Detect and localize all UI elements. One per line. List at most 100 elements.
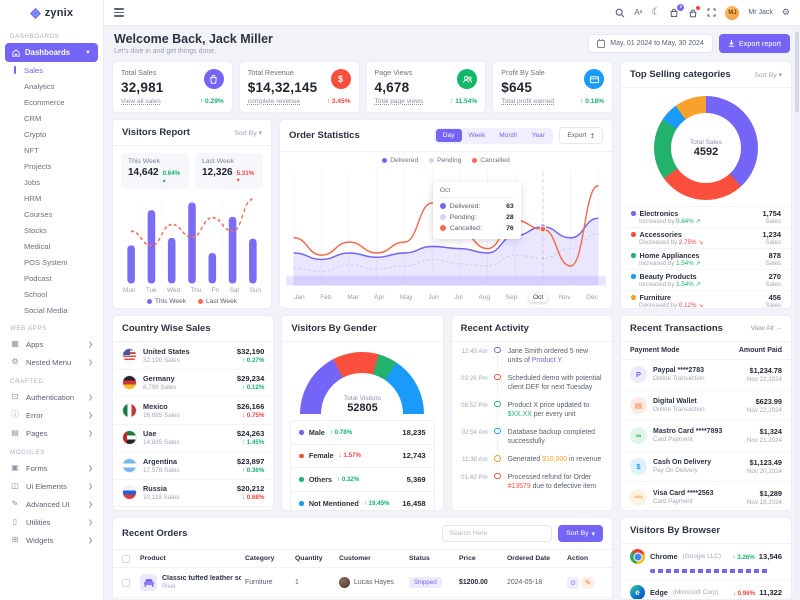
country-row[interactable]: Mexico 16,885 Sales $26,166 ↓ 0.75% [113, 397, 274, 425]
sidebar-item-podcast[interactable]: Podcast [24, 273, 52, 283]
line-chart-legend: Delivered Pending Cancelled [280, 152, 612, 164]
select-all-checkbox[interactable] [122, 554, 130, 563]
chevron-right-icon: ❯ [87, 483, 93, 490]
gear-icon[interactable]: ⚙ [781, 7, 790, 17]
tab-month[interactable]: Month [499, 132, 518, 139]
sidebar-item-ecommerce[interactable]: Ecommerce [24, 97, 65, 107]
card-icon [584, 69, 604, 89]
avatar[interactable]: MJ [725, 5, 740, 20]
sidebar-item-advanced-ui[interactable]: ✎ Advanced UI ❯ [11, 499, 93, 509]
category-dot [631, 274, 636, 279]
country-row[interactable]: United States 32,190 Sales $32,190 ↑ 0.2… [113, 342, 274, 370]
category-row[interactable]: Electronics Increased by 0.64% ↗ 1,754 S… [621, 206, 791, 227]
legend-item: This Week [146, 298, 186, 305]
sort-by-dropdown[interactable]: Sort By ▾ [234, 129, 262, 137]
search-input[interactable] [442, 525, 553, 542]
sidebar-item-projects[interactable]: Projects [24, 161, 52, 171]
transaction-row[interactable]: ∞ Mastro Card ****7893 Card Payment $1,3… [621, 421, 791, 452]
country-flag-icon [122, 375, 137, 391]
search-icon[interactable] [615, 8, 625, 18]
sidebar-item-jobs[interactable]: Jobs [24, 177, 41, 187]
util-icon: ▯ [12, 517, 18, 526]
transaction-row[interactable]: P Paypal ****2783 Online Transaction $1,… [621, 360, 791, 391]
top-selling-panel: Top Selling categories Sort By ▾ Total S… [620, 61, 792, 309]
date-range-picker[interactable]: May, 01 2024 to May, 30 2024 [588, 34, 713, 53]
sidebar-item-apps[interactable]: ▦ Apps ❯ [11, 339, 93, 349]
category-row[interactable]: Beauty Products Increased by 1.54% ↗ 270… [621, 269, 791, 290]
scrollbar-thumb[interactable] [795, 32, 799, 112]
sidebar-item-analytics[interactable]: Analytics [24, 81, 55, 91]
sidebar-item-authentication[interactable]: ⊡ Authentication ❯ [11, 392, 93, 402]
sidebar-item-widgets[interactable]: ⊞ Widgets ❯ [11, 535, 93, 545]
sidebar-item-social-media[interactable]: Social Media [24, 305, 68, 315]
sidebar-item-error[interactable]: ⓘ Error ❯ [11, 410, 93, 420]
export-button[interactable]: Export ↥ [559, 127, 603, 144]
legend-item: Delivered [382, 157, 418, 164]
sidebar-item-medical[interactable]: Medical [24, 241, 51, 251]
sidebar-item-utilities[interactable]: ▯ Utilities ❯ [5, 513, 98, 531]
transaction-row[interactable]: $ Cash On Delivery Pay On Delivery $1,12… [621, 452, 791, 482]
tab-week[interactable]: Week [468, 132, 486, 139]
sidebar-item-hrm[interactable]: HRM [24, 193, 42, 203]
notifications-icon[interactable] [688, 5, 701, 18]
x-tick: Thu [190, 287, 202, 294]
fullscreen-icon[interactable] [707, 8, 716, 17]
sidebar-item-forms[interactable]: ▣ Forms ❯ [11, 463, 93, 473]
kpi-link[interactable]: Total profit earned [501, 98, 555, 105]
sidebar-item-stocks[interactable]: Stocks [24, 225, 47, 235]
sidebar-item-dashboards[interactable]: Dashboards ▼ [5, 43, 98, 62]
sidebar-item-crm[interactable]: CRM [24, 113, 42, 123]
sidebar-item-ui-elements[interactable]: ◫ Ui Elements ❯ [11, 481, 93, 491]
transaction-row[interactable]: ▤ Digital Wallet Online Transaction $623… [621, 391, 791, 421]
section-label-dashboards: DASHBOARDS [10, 33, 60, 40]
chevron-down-icon: ▼ [85, 49, 91, 56]
sidebar-item-school[interactable]: School [24, 289, 48, 299]
transaction-row[interactable]: VISA Visa Card ****2563 Card Payment $1,… [621, 482, 791, 510]
sidebar-item-pos-system[interactable]: POS System [24, 257, 68, 267]
grid-icon: ▦ [11, 339, 19, 348]
kpi-link[interactable]: complete revenue [247, 98, 301, 105]
country-row[interactable]: Uae 14,885 Sales $24,263 ↑ 1.45% [113, 425, 274, 452]
cart-icon[interactable]: 5 [669, 3, 685, 18]
users-icon [457, 69, 478, 89]
orders-table-header: Product Category Quantity Customer Status P… [113, 550, 612, 568]
sort-by-button[interactable]: Sort By ▾ [558, 525, 603, 542]
country-row[interactable]: Germany 8,798 Sales $29,234 ↑ 0.12% [113, 370, 274, 397]
edit-order-button[interactable]: ✎ [582, 576, 594, 589]
ui-icon: ◫ [11, 481, 19, 490]
export-report-button[interactable]: Export report [718, 34, 790, 53]
sort-by-dropdown[interactable]: Sort By ▾ [754, 71, 782, 79]
sidebar-item-sales[interactable]: Sales [7, 62, 96, 78]
sidebar-item-pages[interactable]: ▤ Pages ❯ [11, 428, 93, 438]
widget-icon: ⊞ [11, 535, 19, 544]
user-name[interactable]: Mr Jack [748, 9, 773, 16]
sidebar-item-crypto[interactable]: Crypto [24, 129, 47, 139]
tab-year[interactable]: Year [531, 132, 545, 139]
country-row[interactable]: Argentina 17,578 Sales $23,897 ↑ 0.36% [113, 452, 274, 480]
tab-day[interactable]: Day [435, 129, 462, 142]
gender-row: Others ↑ 0.32% 5,369 [291, 468, 434, 492]
chevron-right-icon: ❯ [87, 430, 93, 437]
scrollbar[interactable] [795, 28, 799, 598]
chevron-right-icon: ❯ [87, 465, 93, 472]
sidebar-item-courses[interactable]: Courses [24, 209, 53, 219]
category-row[interactable]: Accessories Decreased by 2.75% ↘ 1,234 S… [621, 227, 791, 248]
logo[interactable]: zynix [0, 0, 103, 26]
sidebar-item-nested-menu[interactable]: ⚙ Nested Menu ❯ [11, 357, 93, 367]
kpi-link[interactable]: Total page views [374, 98, 424, 105]
country-row[interactable]: Russia 10,118 Sales $20,212 ↓ 0.68% [113, 480, 274, 507]
category-row[interactable]: Home Appliances Increased by 1.54% ↗ 878… [621, 248, 791, 269]
menu-toggle-icon[interactable] [114, 8, 124, 17]
sidebar-item-nft[interactable]: NFT [24, 145, 39, 155]
view-order-button[interactable]: ⊙ [567, 576, 579, 589]
category-row[interactable]: Furniture Decreased by 0.12% ↘ 456 Sales [621, 290, 791, 308]
kpi-link[interactable]: View all sales [121, 98, 161, 105]
view-all-link[interactable]: View All → [750, 325, 782, 332]
row-checkbox[interactable] [122, 578, 130, 587]
page-subtitle: Let's dive in and get things done. [114, 48, 217, 55]
x-tick: Aug [478, 294, 491, 301]
dark-mode-icon[interactable]: ☾ [651, 6, 661, 18]
edge-icon: e [630, 584, 645, 599]
